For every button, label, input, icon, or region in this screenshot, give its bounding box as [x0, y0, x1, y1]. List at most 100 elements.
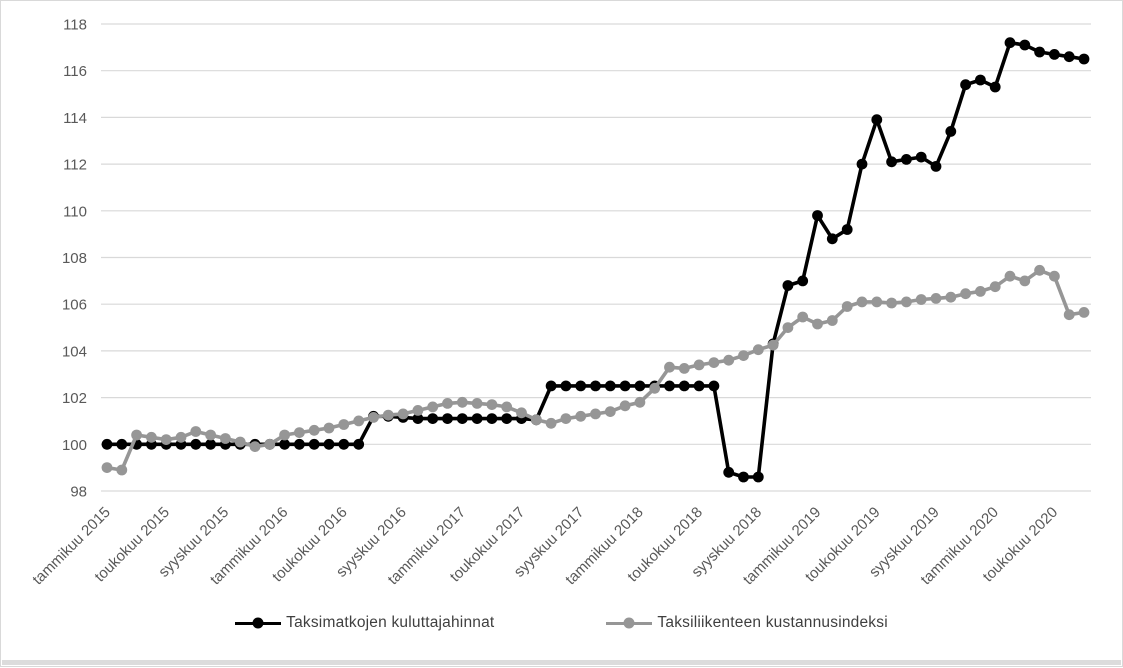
y-tick-label: 112	[63, 157, 87, 174]
data-point-kuluttajahinnat	[826, 233, 838, 245]
data-point-kuluttajahinnat	[486, 413, 498, 424]
legend-dot-black	[252, 617, 264, 629]
data-point-kuluttajahinnat	[101, 438, 113, 450]
data-point-kuluttajahinnat	[471, 413, 483, 424]
y-tick-label: 108	[62, 250, 87, 267]
data-point-kuluttajahinnat	[782, 280, 794, 291]
data-point-kuluttajahinnat	[560, 380, 572, 392]
data-point-kuluttajahinnat	[738, 471, 749, 483]
data-point-kuluttajahinnat	[930, 161, 942, 172]
data-point-kustannusindeksi	[382, 409, 394, 421]
data-point-kuluttajahinnat	[841, 224, 853, 235]
data-point-kustannusindeksi	[264, 438, 276, 450]
data-point-kustannusindeksi	[190, 426, 202, 437]
data-point-kuluttajahinnat	[693, 380, 705, 392]
data-point-kustannusindeksi	[353, 415, 365, 427]
data-point-kustannusindeksi	[575, 410, 587, 422]
data-point-kuluttajahinnat	[664, 380, 675, 392]
bottom-border-strip	[2, 660, 1121, 665]
data-point-kuluttajahinnat	[442, 413, 453, 424]
data-point-kuluttajahinnat	[1049, 49, 1060, 60]
data-point-kuluttajahinnat	[886, 156, 897, 168]
data-point-kuluttajahinnat	[338, 438, 350, 450]
data-point-kuluttajahinnat	[323, 438, 335, 450]
data-point-kustannusindeksi	[368, 412, 379, 423]
data-point-kuluttajahinnat	[279, 438, 290, 450]
data-point-kustannusindeksi	[146, 431, 157, 443]
data-point-kustannusindeksi	[338, 419, 350, 430]
data-point-kustannusindeksi	[901, 296, 912, 308]
data-point-kuluttajahinnat	[1063, 51, 1075, 63]
data-point-kuluttajahinnat	[604, 380, 616, 392]
data-point-kustannusindeksi	[945, 291, 957, 303]
legend-marker-gray	[606, 617, 653, 630]
gridlines	[101, 23, 1091, 492]
data-point-kustannusindeksi	[530, 414, 542, 426]
data-point-kuluttajahinnat	[545, 380, 557, 392]
data-point-kustannusindeksi	[619, 400, 631, 412]
y-tick-label: 100	[62, 437, 87, 454]
data-point-kuluttajahinnat	[427, 413, 439, 424]
data-point-kustannusindeksi	[960, 288, 971, 300]
data-point-kustannusindeksi	[294, 427, 305, 438]
data-point-kuluttajahinnat	[678, 380, 690, 392]
data-point-kuluttajahinnat	[871, 114, 883, 126]
data-point-kustannusindeksi	[101, 462, 113, 473]
data-point-kustannusindeksi	[205, 429, 217, 441]
data-point-kustannusindeksi	[1004, 270, 1016, 282]
y-tick-label: 102	[62, 390, 87, 407]
data-point-kustannusindeksi	[871, 296, 883, 308]
y-axis-labels: 98 100 102 104 106 108 110 112 114 116 118	[62, 17, 87, 501]
data-point-kuluttajahinnat	[456, 413, 468, 424]
data-point-kuluttajahinnat	[412, 413, 424, 424]
data-point-kustannusindeksi	[516, 407, 527, 419]
data-point-kustannusindeksi	[175, 431, 187, 443]
legend-dot-gray	[623, 617, 635, 629]
data-point-kustannusindeksi	[160, 434, 172, 445]
data-point-kustannusindeksi	[442, 398, 453, 409]
data-point-kustannusindeksi	[693, 359, 705, 371]
data-point-kuluttajahinnat	[294, 438, 305, 450]
data-point-kustannusindeksi	[220, 433, 231, 444]
y-tick-label: 114	[63, 110, 87, 127]
data-point-kustannusindeksi	[1034, 264, 1045, 276]
data-point-kuluttajahinnat	[116, 438, 128, 450]
data-point-kustannusindeksi	[930, 293, 942, 304]
data-point-kustannusindeksi	[308, 424, 320, 436]
y-tick-label: 98	[70, 484, 87, 501]
legend-label-kustannusindeksi: Taksiliikenteen kustannusindeksi	[657, 614, 888, 631]
data-point-kuluttajahinnat	[575, 380, 587, 392]
data-point-kustannusindeksi	[723, 354, 735, 366]
data-point-kuluttajahinnat	[1004, 37, 1016, 49]
data-point-kuluttajahinnat	[915, 151, 927, 163]
y-tick-label: 116	[63, 63, 87, 80]
data-point-kuluttajahinnat	[1019, 39, 1031, 51]
data-point-kustannusindeksi	[427, 401, 439, 413]
data-point-kuluttajahinnat	[190, 438, 202, 450]
legend: Taksimatkojen kuluttajahinnat Taksiliike…	[1, 614, 1122, 632]
y-tick-label: 104	[62, 343, 87, 360]
data-point-kustannusindeksi	[989, 281, 1001, 293]
data-point-kuluttajahinnat	[856, 158, 868, 170]
data-point-kustannusindeksi	[323, 422, 335, 434]
data-point-kuluttajahinnat	[1078, 53, 1090, 65]
data-point-kustannusindeksi	[826, 315, 838, 326]
data-point-kustannusindeksi	[708, 357, 720, 368]
data-point-kuluttajahinnat	[901, 154, 912, 165]
data-point-kustannusindeksi	[501, 401, 513, 413]
data-point-kustannusindeksi	[560, 413, 572, 424]
data-point-kuluttajahinnat	[752, 471, 764, 483]
data-point-kuluttajahinnat	[590, 380, 601, 392]
data-point-kuluttajahinnat	[308, 438, 320, 450]
data-point-kustannusindeksi	[279, 429, 290, 441]
data-point-kuluttajahinnat	[812, 210, 823, 221]
data-point-kuluttajahinnat	[723, 466, 735, 478]
data-point-kustannusindeksi	[131, 429, 143, 441]
data-point-kuluttajahinnat	[205, 438, 217, 450]
data-point-kustannusindeksi	[249, 441, 261, 452]
data-point-kustannusindeksi	[782, 322, 794, 333]
legend-item-kuluttajahinnat: Taksimatkojen kuluttajahinnat	[235, 614, 494, 632]
data-point-kustannusindeksi	[604, 406, 616, 417]
data-point-kustannusindeksi	[486, 399, 498, 410]
